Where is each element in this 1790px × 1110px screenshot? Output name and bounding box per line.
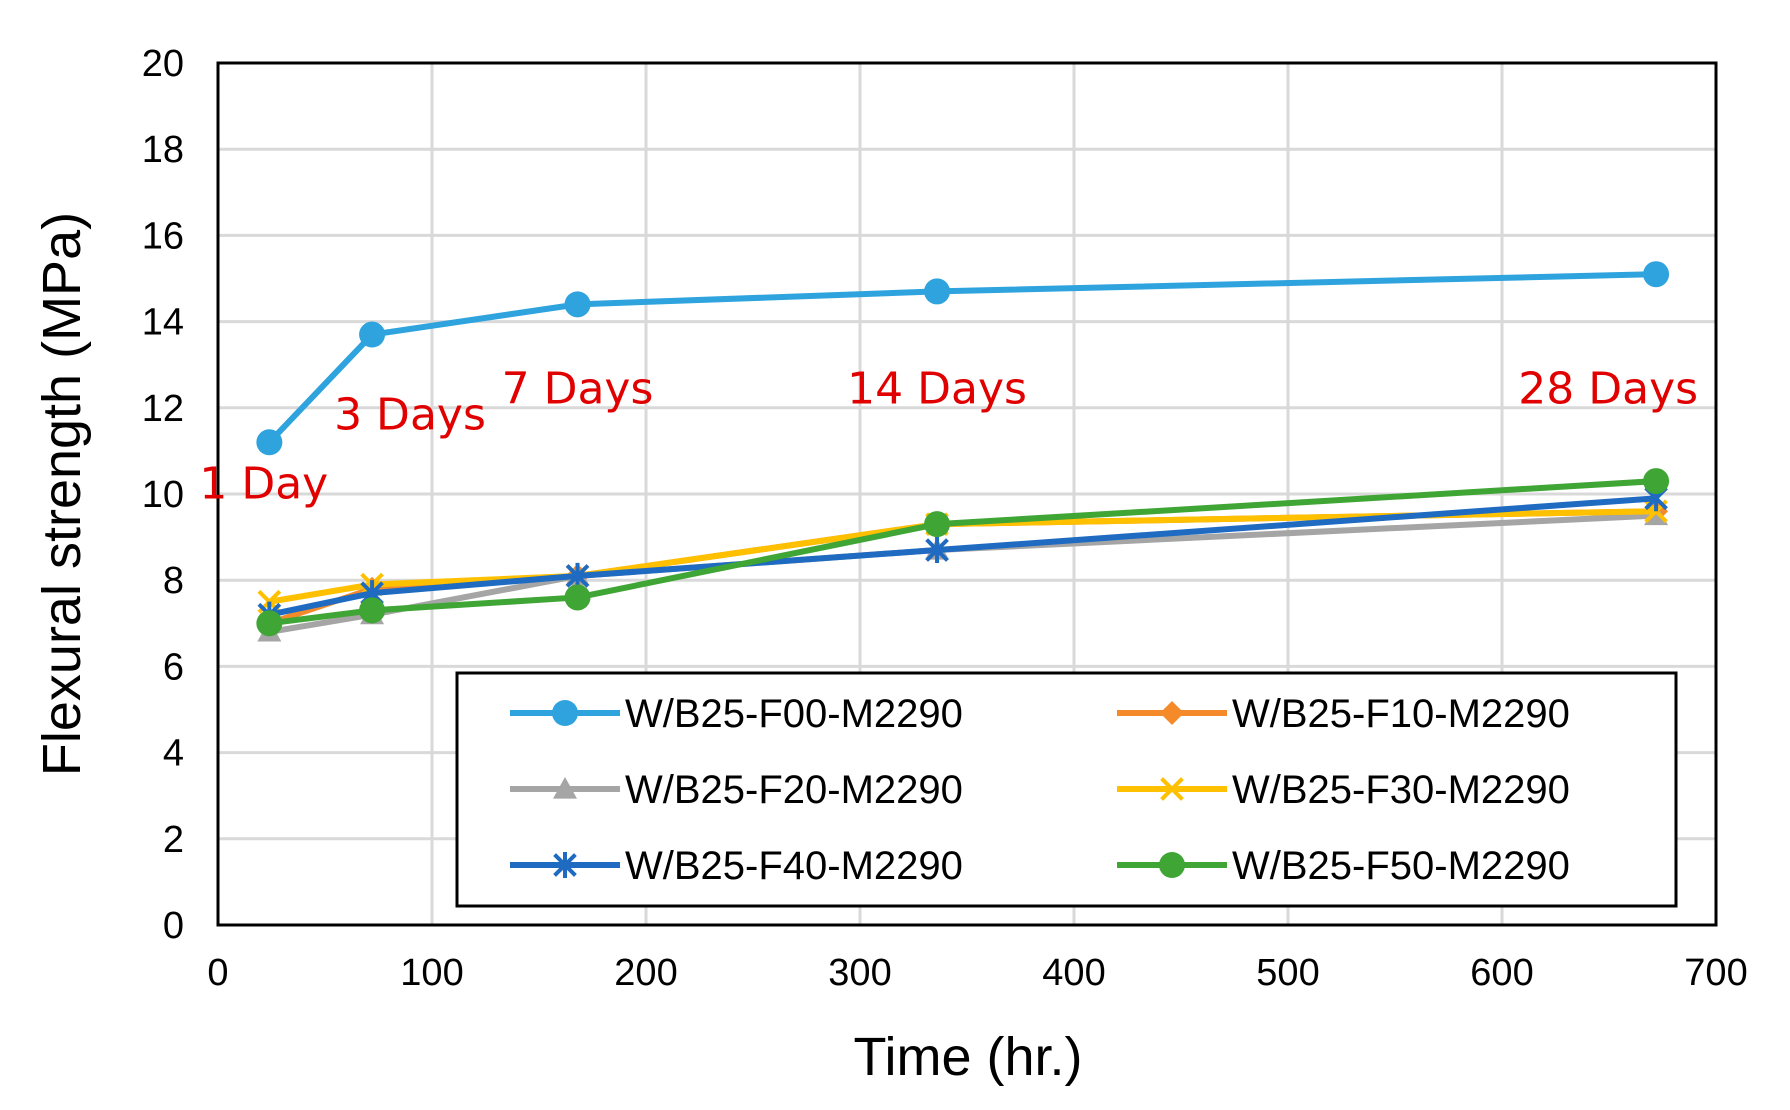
y-tick-label: 10 (142, 474, 184, 516)
legend-box (455, 671, 1678, 908)
x-tick-label: 100 (400, 952, 463, 994)
data-point (256, 610, 283, 637)
y-axis-title: Flexural strength (MPa) (32, 212, 92, 776)
series-line (268, 478, 1657, 627)
y-tick-label: 0 (163, 905, 184, 947)
data-point (564, 291, 591, 318)
x-tick-label: 500 (1256, 952, 1319, 994)
annotation-label: 14 Days (847, 363, 1027, 414)
legend-marker (552, 700, 578, 726)
x-axis-title: Time (hr.) (854, 1027, 1083, 1087)
legend-marker (1159, 852, 1185, 878)
series-w-b25-f50-m2290 (256, 468, 1670, 637)
x-tick-label: 600 (1470, 952, 1533, 994)
legend-label: W/B25-F00-M2290 (625, 692, 963, 736)
annotation-label: 28 Days (1518, 363, 1698, 414)
legend-label: W/B25-F20-M2290 (625, 768, 963, 812)
legend-marker (1160, 701, 1184, 725)
annotation-label: 1 Day (199, 458, 328, 509)
annotation-label: 7 Days (502, 363, 654, 414)
legend-label: W/B25-F30-M2290 (1232, 768, 1570, 812)
data-point (925, 537, 949, 564)
legend-item: W/B25-F10-M2290 (1117, 692, 1570, 736)
grid (218, 63, 1716, 925)
legend-marker (553, 777, 577, 799)
y-tick-label: 16 (142, 215, 184, 257)
legend-item: W/B25-F40-M2290 (510, 844, 963, 888)
x-tick-label: 700 (1684, 952, 1747, 994)
y-tick-label: 2 (163, 819, 184, 861)
legend-label: W/B25-F40-M2290 (625, 844, 963, 888)
data-point (1643, 468, 1670, 495)
legend-item: W/B25-F20-M2290 (510, 768, 963, 812)
y-tick-label: 12 (142, 388, 184, 430)
x-tick-label: 200 (614, 952, 677, 994)
legend-item: W/B25-F00-M2290 (510, 692, 963, 736)
y-tick-label: 4 (163, 733, 184, 775)
legend-label: W/B25-F10-M2290 (1232, 692, 1570, 736)
x-tick-label: 400 (1042, 952, 1105, 994)
y-tick-label: 14 (142, 302, 184, 344)
legend-item: W/B25-F30-M2290 (1117, 768, 1570, 812)
series-line (268, 512, 1657, 635)
annotation-label: 3 Days (334, 389, 486, 440)
y-tick-label: 18 (142, 129, 184, 171)
y-axis-ticks: 0 2 4 6 8 10 12 14 16 18 20 (142, 43, 184, 947)
data-point (359, 321, 386, 348)
y-tick-label: 20 (142, 43, 184, 85)
y-tick-label: 8 (163, 560, 184, 602)
legend-marker (553, 852, 577, 878)
data-point (924, 278, 951, 305)
data-point (924, 511, 951, 538)
data-point (1643, 261, 1670, 288)
legend-item: W/B25-F50-M2290 (1117, 844, 1570, 888)
series-layer (256, 261, 1670, 642)
data-point (256, 429, 283, 456)
x-tick-label: 300 (828, 952, 891, 994)
y-tick-label: 6 (163, 646, 184, 688)
legend-marker (1160, 777, 1184, 801)
x-tick-label: 0 (207, 952, 228, 994)
legend-label: W/B25-F50-M2290 (1232, 844, 1570, 888)
x-axis-ticks: 0 100 200 300 400 500 600 700 (207, 952, 1747, 994)
data-point (564, 584, 591, 611)
legend: W/B25-F00-M2290 W/B25-F10-M2290 W/B25-F20-… (455, 671, 1678, 908)
plot-frame (216, 61, 1718, 927)
data-point (359, 597, 386, 624)
series-w-b25-f00-m2290 (256, 261, 1670, 456)
